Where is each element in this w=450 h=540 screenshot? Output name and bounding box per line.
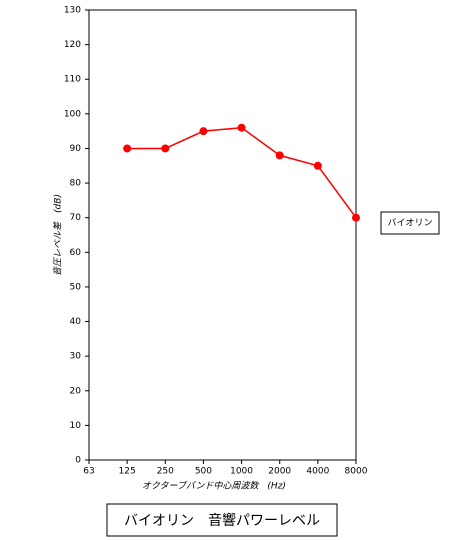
x-tick-label: 125 (119, 467, 136, 477)
y-tick-label: 20 (70, 386, 82, 396)
y-tick-label: 70 (70, 213, 82, 223)
y-tick-label: 10 (70, 421, 82, 431)
x-tick-label: 1000 (230, 467, 253, 477)
y-tick-label: 90 (70, 144, 82, 154)
x-tick-label: 250 (157, 467, 174, 477)
plot-frame (88, 9, 357, 461)
data-point (313, 161, 322, 170)
y-tick-label: 80 (70, 179, 82, 189)
caption: バイオリン 音響パワーレベル (124, 512, 320, 529)
data-point (123, 144, 132, 153)
data-point (237, 123, 246, 132)
data-point (161, 144, 170, 153)
y-tick-label: 100 (64, 109, 81, 119)
data-point (275, 151, 284, 160)
y-tick-label: 0 (75, 456, 81, 466)
x-tick-label: 8000 (345, 467, 368, 477)
legend-label: バイオリン (387, 218, 432, 229)
x-axis-label: オクターブバンド中心周波数 (Hz) (142, 481, 286, 492)
y-tick-label: 120 (64, 40, 81, 50)
x-tick-label: 2000 (268, 467, 291, 477)
y-tick-label: 60 (70, 248, 82, 258)
x-tick-label: 500 (195, 467, 212, 477)
series-line (127, 126, 357, 219)
data-point (199, 127, 208, 136)
data-point (352, 213, 360, 222)
legend-box (380, 211, 440, 235)
y-tick-label: 110 (64, 75, 81, 85)
y-tick-label: 30 (70, 352, 82, 362)
y-axis-label: 音圧レベル差 (dB) (53, 194, 64, 276)
x-tick-label: 4000 (306, 467, 329, 477)
y-tick-label: 50 (70, 282, 82, 292)
y-tick-label: 130 (64, 6, 81, 16)
y-tick-label: 40 (70, 317, 82, 327)
caption-box (106, 503, 338, 537)
x-tick-label: 63 (83, 467, 94, 477)
